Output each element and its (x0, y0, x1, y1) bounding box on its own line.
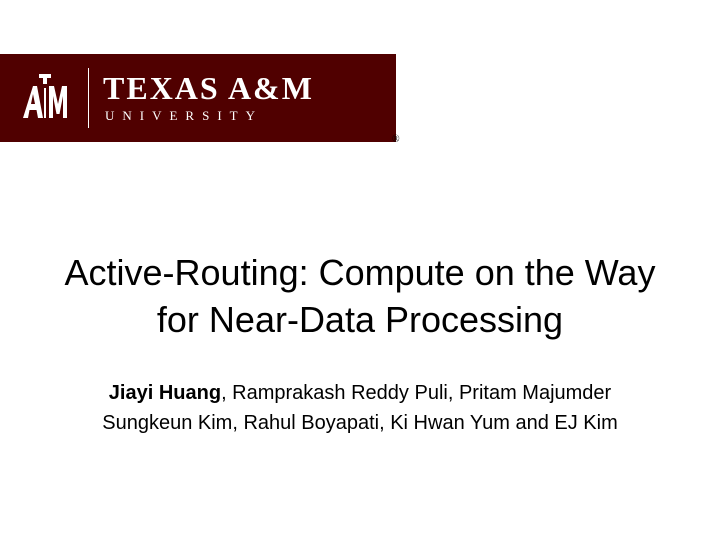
authors-line-2: Sungkeun Kim, Rahul Boyapati, Ki Hwan Yu… (0, 408, 720, 438)
title-line-2: for Near-Data Processing (0, 297, 720, 344)
title-line-1: Active-Routing: Compute on the Way (0, 250, 720, 297)
slide-title: Active-Routing: Compute on the Way for N… (0, 250, 720, 344)
authors-list: Jiayi Huang, Ramprakash Reddy Puli, Prit… (0, 378, 720, 438)
logo-main-text: TEXAS A&M (103, 72, 314, 104)
tam-logo-mark (16, 69, 74, 127)
coauthors-line-1: , Ramprakash Reddy Puli, Pritam Majumder (221, 382, 611, 404)
trademark-symbol: ® (392, 134, 400, 145)
lead-author: Jiayi Huang (109, 382, 221, 404)
logo-text-block: TEXAS A&M UNIVERSITY (103, 72, 314, 124)
authors-line-1: Jiayi Huang, Ramprakash Reddy Puli, Prit… (0, 378, 720, 408)
logo-sub-text: UNIVERSITY (103, 108, 314, 124)
university-logo-banner: TEXAS A&M UNIVERSITY (0, 54, 396, 142)
logo-divider (88, 68, 89, 128)
